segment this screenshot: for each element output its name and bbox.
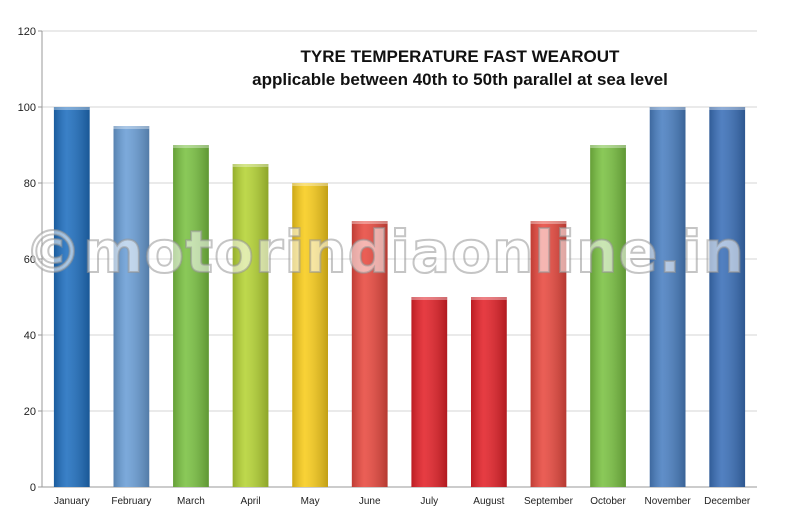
x-tick-label: May xyxy=(301,496,320,507)
bar-shading xyxy=(411,297,448,487)
bar-shading xyxy=(530,221,567,487)
x-tick-label: March xyxy=(177,496,205,507)
bar-shading xyxy=(351,221,388,487)
x-tick-label: December xyxy=(704,496,751,507)
bar-shading xyxy=(292,183,328,487)
chart-title-block: TYRE TEMPERATURE FAST WEAROUT applicable… xyxy=(200,46,720,92)
bars xyxy=(53,107,746,487)
bar-top-highlight xyxy=(530,221,567,224)
bar-shading xyxy=(113,126,150,487)
bar-top-highlight xyxy=(292,183,328,186)
y-tick-labels: 0 20 40 60 80 100 120 xyxy=(18,26,36,494)
chart-title: TYRE TEMPERATURE FAST WEAROUT xyxy=(300,47,620,66)
x-tick-labels: January February March April May June July Augu… xyxy=(54,496,751,507)
x-tick-label: October xyxy=(590,496,626,507)
bar-shading xyxy=(471,297,507,487)
bar-shading xyxy=(173,145,209,487)
bar-shading xyxy=(232,164,269,487)
y-tick-label: 80 xyxy=(24,178,36,190)
x-tick-label: February xyxy=(111,496,151,507)
axes xyxy=(38,30,757,488)
bar-top-highlight xyxy=(471,297,507,300)
bar-shading xyxy=(649,107,686,487)
x-tick-label: September xyxy=(524,496,574,507)
bar-top-highlight xyxy=(351,221,388,224)
y-tick-label: 20 xyxy=(24,406,36,418)
bar-top-highlight xyxy=(113,126,150,129)
y-tick-label: 100 xyxy=(18,102,36,114)
bar-shading xyxy=(590,145,626,487)
bar-top-highlight xyxy=(590,145,626,148)
x-tick-label: April xyxy=(241,496,261,507)
x-tick-label: November xyxy=(645,496,692,507)
y-tick-label: 60 xyxy=(24,254,36,266)
y-tick-label: 0 xyxy=(30,482,36,494)
chart-subtitle: applicable between 40th to 50th parallel… xyxy=(252,70,668,89)
y-tick-label: 40 xyxy=(24,330,36,342)
bar-shading xyxy=(709,107,746,487)
bar-top-highlight xyxy=(649,107,686,110)
bar-top-highlight xyxy=(53,107,90,110)
y-tick-label: 120 xyxy=(18,26,36,38)
bar-top-highlight xyxy=(709,107,746,110)
gridlines xyxy=(42,30,757,412)
bar-top-highlight xyxy=(173,145,209,148)
x-tick-label: January xyxy=(54,496,90,507)
bar-shading xyxy=(53,107,90,487)
bar-top-highlight xyxy=(411,297,448,300)
x-tick-label: June xyxy=(359,496,381,507)
bar-top-highlight xyxy=(232,164,269,167)
x-tick-label: August xyxy=(473,496,504,507)
x-tick-label: July xyxy=(420,496,438,507)
